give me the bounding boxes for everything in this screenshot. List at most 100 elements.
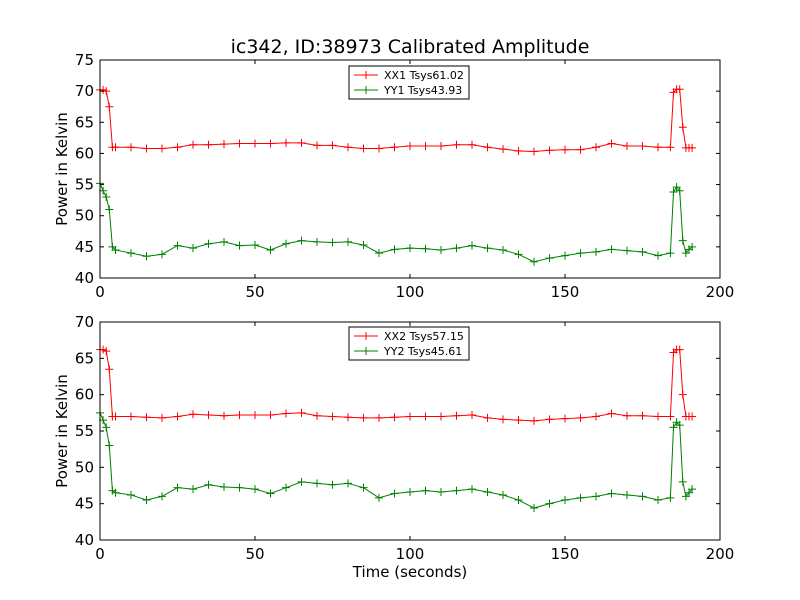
data-point [282, 138, 290, 147]
y-tick-label: 55 [75, 176, 94, 194]
x-tick-label: 100 [396, 283, 425, 301]
data-point [483, 488, 492, 497]
data-point [235, 411, 244, 420]
legend-item: YY2 Tsys45.61 [354, 345, 462, 358]
data-point [344, 479, 352, 488]
data-point [545, 415, 554, 424]
data-point [375, 144, 383, 153]
data-point [344, 143, 352, 152]
data-point [678, 477, 687, 486]
data-point [127, 412, 135, 421]
data-point [607, 409, 616, 418]
data-point [359, 144, 368, 153]
y-tick-label: 40 [75, 269, 94, 287]
x-axis-label: Time (seconds) [352, 563, 468, 581]
legend-item: XX2 Tsys57.15 [354, 330, 464, 343]
x-tick-label: 100 [396, 545, 425, 563]
y-tick-label: 50 [75, 207, 94, 225]
data-point [235, 139, 244, 148]
data-point [313, 141, 321, 150]
data-point [688, 143, 697, 152]
data-point [638, 247, 647, 256]
data-point [421, 412, 430, 421]
data-point [344, 237, 352, 246]
data-point [127, 249, 135, 258]
data-point [142, 252, 151, 261]
legend: XX1 Tsys61.02 YY1 Tsys43.93 [348, 65, 470, 100]
data-point [406, 488, 414, 497]
data-point [344, 413, 352, 422]
data-point [654, 496, 662, 505]
data-point [251, 240, 259, 249]
data-point [390, 413, 399, 422]
y-tick-label: 45 [75, 238, 94, 256]
data-point [452, 140, 461, 149]
plot-panel-1: 0 50 100 150 200 40 45 50 55 60 65 70 75 Power in Kel… [53, 51, 734, 301]
y-tick-label: 75 [75, 51, 94, 69]
x-tick-label: 0 [95, 545, 105, 563]
data-point [105, 102, 114, 111]
y-tick-label: 65 [75, 113, 94, 131]
data-point [499, 245, 507, 254]
data-point [297, 138, 306, 147]
data-point [220, 140, 228, 149]
data-point [530, 257, 538, 266]
data-point [359, 413, 368, 422]
legend: XX2 Tsys57.15 YY2 Tsys45.61 [348, 326, 470, 361]
data-point [654, 412, 662, 421]
data-point [390, 143, 399, 152]
data-point [561, 496, 569, 505]
data-point [623, 411, 631, 420]
data-point [675, 85, 684, 94]
data-point [421, 141, 430, 150]
data-point [623, 490, 631, 499]
data-point [607, 489, 616, 498]
data-point [204, 411, 213, 420]
data-point [111, 412, 120, 421]
data-point [282, 409, 290, 418]
data-point [158, 144, 166, 153]
data-point [678, 123, 687, 132]
y-tick-label: 70 [75, 313, 94, 331]
data-point [592, 143, 600, 152]
data-point [675, 186, 684, 195]
series-2 [96, 408, 697, 513]
data-point [105, 205, 114, 214]
data-point [561, 414, 569, 423]
data-point [675, 345, 684, 354]
data-point [576, 413, 585, 422]
x-tick-label: 200 [706, 545, 735, 563]
data-point [623, 141, 631, 150]
data-point [102, 193, 111, 202]
y-axis-label: Power in Kelvin [53, 374, 71, 488]
data-point [375, 413, 383, 422]
data-point [266, 411, 275, 420]
data-point [359, 483, 368, 492]
legend-swatch-marker [362, 332, 370, 340]
data-point [468, 411, 476, 420]
data-point [406, 244, 414, 253]
data-point [530, 416, 538, 425]
legend-item: YY1 Tsys43.93 [354, 84, 462, 97]
data-point [220, 411, 228, 420]
data-point [437, 245, 445, 254]
data-point [158, 413, 166, 422]
data-point [514, 416, 523, 425]
x-tick-label: 150 [551, 283, 580, 301]
y-tick-label: 65 [75, 349, 94, 367]
data-point [638, 411, 647, 420]
data-point [105, 441, 114, 450]
data-point [592, 492, 600, 501]
data-point [452, 244, 461, 253]
data-point [678, 390, 687, 399]
x-tick-label: 200 [706, 283, 735, 301]
data-point [297, 408, 306, 417]
data-point [607, 139, 616, 148]
data-point [173, 143, 182, 152]
data-point [421, 486, 430, 495]
data-point [592, 247, 600, 256]
legend-box [348, 326, 470, 361]
figure-title: ic342, ID:38973 Calibrated Amplitude [231, 36, 590, 58]
y-tick-label: 55 [75, 422, 94, 440]
data-point [375, 249, 383, 258]
